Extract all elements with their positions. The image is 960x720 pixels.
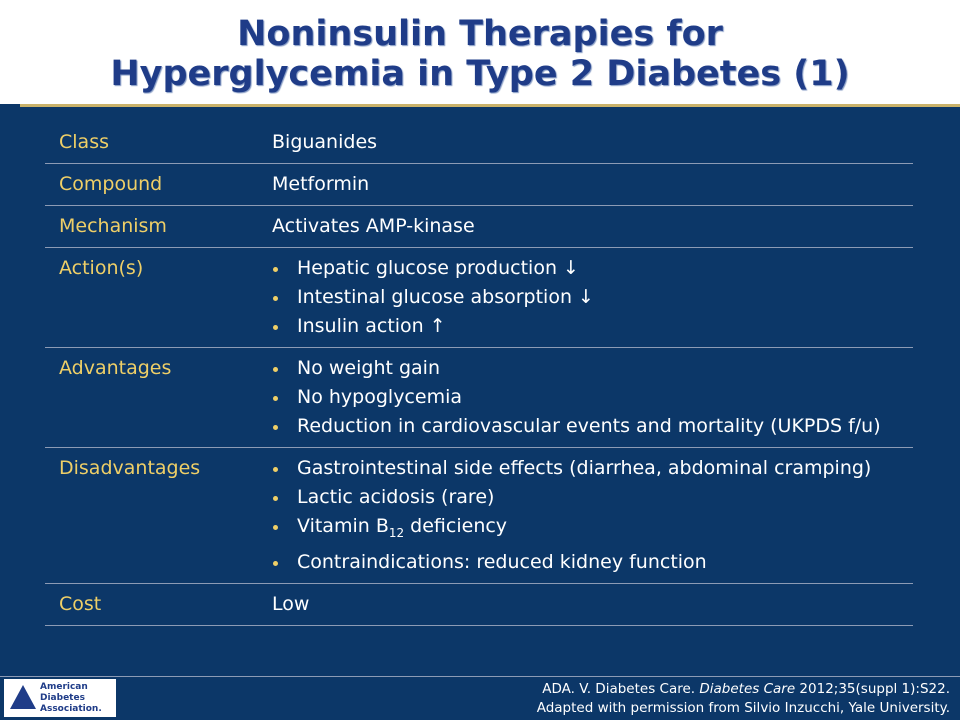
row-value-cell: Low xyxy=(272,583,913,626)
bullet-text: Contraindications: reduced kidney functi… xyxy=(297,550,707,573)
row-value-cell: Gastrointestinal side effects (diarrhea,… xyxy=(272,447,913,584)
footer: American Diabetes Association. ADA. V. Dia… xyxy=(0,676,960,720)
logo-line: American xyxy=(40,682,88,692)
bullet-item: No weight gain xyxy=(272,354,913,383)
logo-text: American Diabetes Association. xyxy=(40,682,102,715)
citation: ADA. V. Diabetes Care. Diabetes Care 201… xyxy=(537,680,950,718)
row-value-cell: Metformin xyxy=(272,163,913,206)
citation-part: ADA. V. Diabetes Care. xyxy=(542,681,700,697)
row-label: Mechanism xyxy=(45,205,272,248)
row-label: Class xyxy=(45,122,272,164)
bullet-text: Vitamin B xyxy=(297,515,389,537)
row-value-cell: Biguanides xyxy=(272,122,913,164)
therapy-table: Class Biguanides Compound Metformin Mechanis… xyxy=(45,122,913,626)
title: Noninsulin Therapies for Hyperglycemia in… xyxy=(0,14,960,94)
header-band xyxy=(0,0,960,104)
citation-line: Adapted with permission from Silvio Inzu… xyxy=(536,700,950,716)
bullet-item: Reduction in cardiovascular events and m… xyxy=(272,412,913,441)
bullet-item: Lactic acidosis (rare) xyxy=(272,483,913,512)
bullet-text: 12 xyxy=(388,525,405,540)
logo: American Diabetes Association. xyxy=(4,679,116,717)
bullet-item: Hepatic glucose production ↓ xyxy=(272,254,913,283)
bullet-text: deficiency xyxy=(404,515,508,537)
citation-part: Diabetes Care xyxy=(699,681,796,697)
bullet-list: No weight gain No hypoglycemia Reduction i… xyxy=(272,354,913,441)
bullet-text: Intestinal glucose absorption ↓ xyxy=(297,286,594,308)
table-row: Class Biguanides xyxy=(45,122,913,164)
row-label: Disadvantages xyxy=(45,447,272,584)
bullet-item: Contraindications: reduced kidney functi… xyxy=(272,548,913,577)
table-row: Mechanism Activates AMP-kinase xyxy=(45,205,913,248)
table-row: Cost Low xyxy=(45,583,913,626)
header-rule xyxy=(20,104,960,107)
row-value: Activates AMP-kinase xyxy=(272,215,475,237)
bullet-item: Gastrointestinal side effects (diarrhea,… xyxy=(272,454,913,483)
row-label: Advantages xyxy=(45,347,272,448)
logo-line: Diabetes xyxy=(40,693,85,703)
bullet-text: No weight gain xyxy=(297,357,441,379)
bullet-list: Hepatic glucose production ↓ Intestinal g… xyxy=(272,254,913,341)
title-line: Noninsulin Therapies for xyxy=(237,14,723,54)
bullet-item: Vitamin B12 deficiency xyxy=(272,512,913,548)
row-value-cell: Activates AMP-kinase xyxy=(272,205,913,248)
table-row: Advantages No weight gain No hypoglycemia R… xyxy=(45,347,913,448)
bullet-text: Insulin action ↑ xyxy=(297,315,446,337)
bullet-item: Insulin action ↑ xyxy=(272,312,913,341)
logo-mark xyxy=(10,685,36,709)
bullet-text: Reduction in cardiovascular events and m… xyxy=(297,415,881,437)
logo-line: Association. xyxy=(40,704,102,714)
row-label: Compound xyxy=(45,163,272,206)
row-value: Metformin xyxy=(272,173,370,195)
bullet-item: No hypoglycemia xyxy=(272,383,913,412)
row-value: Low xyxy=(272,592,310,615)
bullet-text: Hepatic glucose production ↓ xyxy=(297,257,579,279)
bullet-list: Gastrointestinal side effects (diarrhea,… xyxy=(272,454,913,577)
row-value-cell: No weight gain No hypoglycemia Reduction i… xyxy=(272,347,913,448)
row-value-cell: Hepatic glucose production ↓ Intestinal g… xyxy=(272,247,913,348)
bullet-text: No hypoglycemia xyxy=(297,386,462,408)
row-value: Biguanides xyxy=(272,131,378,153)
bullet-text: Lactic acidosis (rare) xyxy=(297,486,495,508)
row-label: Cost xyxy=(45,583,272,626)
table-row: Action(s) Hepatic glucose production ↓ Int… xyxy=(45,247,913,348)
bullet-text: Gastrointestinal side effects (diarrhea,… xyxy=(297,457,872,479)
row-label: Action(s) xyxy=(45,247,272,348)
table-row: Compound Metformin xyxy=(45,163,913,206)
citation-line: ADA. V. Diabetes Care. Diabetes Care 201… xyxy=(537,680,950,699)
title-line: Hyperglycemia in Type 2 Diabetes (1) xyxy=(110,54,850,94)
table-row: Disadvantages Gastrointestinal side effec… xyxy=(45,447,913,584)
bullet-item: Intestinal glucose absorption ↓ xyxy=(272,283,913,312)
citation-part: 2012;35(suppl 1):S22. xyxy=(795,681,950,697)
